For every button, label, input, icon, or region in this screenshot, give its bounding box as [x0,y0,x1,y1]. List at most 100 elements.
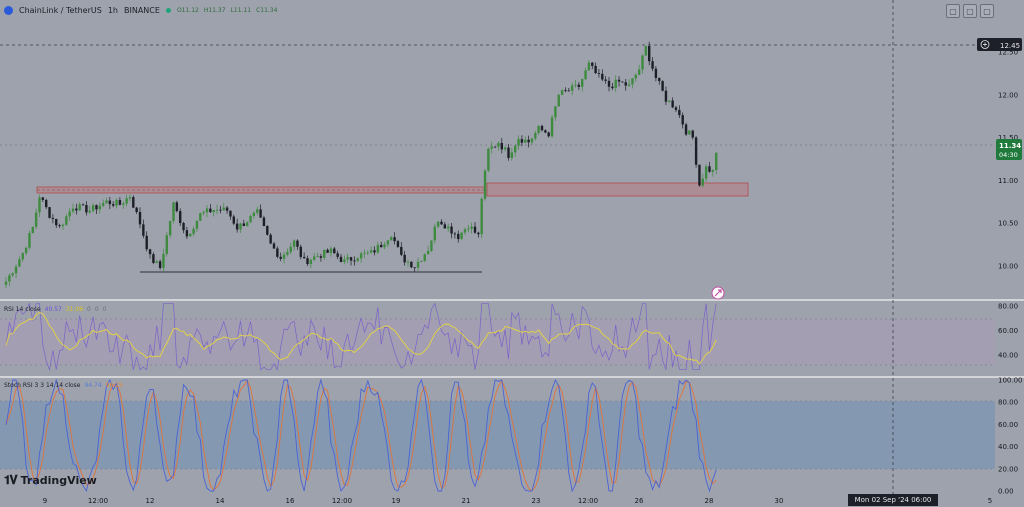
candle-body [631,78,634,85]
price-axis[interactable]: 12.50 12.00 11.50 11.00 10.50 10.00 [998,49,1018,271]
high-value: H11.37 [203,6,226,14]
candle-body [681,115,684,125]
tradingview-logo[interactable]: 𝟏𝐕 TradingView [4,473,97,488]
candle-body [617,79,621,82]
candle-body [430,240,433,251]
candle-body [229,210,232,217]
pane-control-button[interactable]: ▢ [946,4,960,18]
candle-body [490,146,493,149]
stoch-legend[interactable]: Stoch RSI 3 3 14 14 close 94.74 96.25 [4,382,123,389]
candle-body [189,233,192,237]
candle-body [537,125,540,134]
rsi-title: RSI 14 close [4,306,41,313]
symbol-header[interactable]: ChainLink / TetherUS 1h BINANCE O11.12 H… [4,3,277,17]
bar-countdown: 04:30 [999,151,1018,159]
rocket-icon[interactable] [711,286,725,300]
candle-body [510,152,514,158]
candle-body [333,248,336,254]
last-price-value: 11.34 [999,142,1021,150]
candle-body [168,220,172,236]
candle-body [661,81,664,91]
candle-body [21,253,24,260]
candle-body [658,77,661,82]
plus-circle-icon[interactable] [980,40,990,49]
candle-body [380,244,383,248]
crosshair-price-label: 12.45 [1000,42,1020,50]
price-tick-label: 12.00 [998,91,1018,99]
candle-body [323,249,326,258]
candle-body [329,248,333,253]
candle-body [420,260,423,262]
candle-body [570,85,574,91]
candle-body [132,197,135,208]
low-value: L11.11 [230,6,252,14]
time-tick-label: 9 [43,497,47,505]
support-zone-right[interactable] [486,182,749,197]
candle-body [162,253,165,268]
pane-controls: ▢ ▢ ▢ [946,4,994,18]
candle-body [222,207,225,211]
candle-body [339,256,343,263]
candle-body [514,145,517,153]
candle-body [81,204,85,206]
stoch-d-value: 96.25 [105,382,123,389]
candle-body [644,46,648,56]
stoch-axis[interactable]: 100.00 80.00 60.00 40.00 20.00 0.00 [998,377,1023,496]
candle-body [393,237,396,242]
candle-body [376,244,380,253]
candle-body [701,178,704,186]
candle-body [648,46,651,62]
stoch-layer [5,378,717,493]
rsi-legend[interactable]: RSI 14 close 40.57 31.06 0 0 0 [4,306,107,313]
stoch-k-line [5,378,717,493]
candle-body [410,261,413,268]
candle-body [256,209,259,213]
rsi-axis[interactable]: 80.00 60.00 40.00 [998,303,1018,360]
price-tick-label: 12.50 [998,49,1018,57]
candle-body [61,224,65,227]
pane-control-button[interactable]: ▢ [963,4,977,18]
candle-body [4,281,8,285]
time-tick-label: 12:00 [332,497,352,505]
close-value: C11.34 [256,6,278,14]
candle-body [470,226,473,229]
candle-body [142,224,145,236]
ohlc-values: O11.12 H11.37 L11.11 C11.34 [177,7,278,14]
candle-body [125,198,128,204]
candle-body [98,205,101,210]
time-tick-label: 12 [146,497,155,505]
tradingview-wordmark: TradingView [20,474,97,487]
candle-body [182,223,185,231]
candle-body [507,147,510,158]
candle-body [396,241,400,247]
time-axis[interactable]: 9 12:00 12 14 16 12:00 19 21 23 12:00 26 28 30 5 [43,497,992,505]
chainlink-logo-icon [4,5,13,15]
candle-body [202,212,205,214]
candle-body [11,273,14,276]
time-tick-label: 12:00 [578,497,598,505]
candle-body [313,256,316,260]
candle-body [138,211,142,225]
candle-body [152,254,155,263]
candle-body [175,202,179,212]
interval-label[interactable]: 1h [107,5,118,15]
last-price-tag: 11.34 04:30 [996,139,1022,160]
candle-body [359,253,363,259]
candle-body [155,261,158,263]
candle-body [65,216,68,225]
rsi-tick-label: 60.00 [998,327,1018,335]
candle-body [383,244,386,248]
candle-body [614,79,617,89]
candle-body [547,132,550,137]
symbol-name[interactable]: ChainLink / TetherUS [19,5,102,15]
stoch-band [0,401,995,469]
pane-control-button[interactable]: ▢ [980,4,994,18]
time-tick-label: 23 [532,497,541,505]
candle-body [574,84,577,86]
rsi-extra-value: 0 [102,306,107,313]
candle-body [48,207,51,218]
price-tick-label: 10.00 [998,263,1018,271]
candle-body [493,146,497,148]
candle-body [31,226,34,234]
